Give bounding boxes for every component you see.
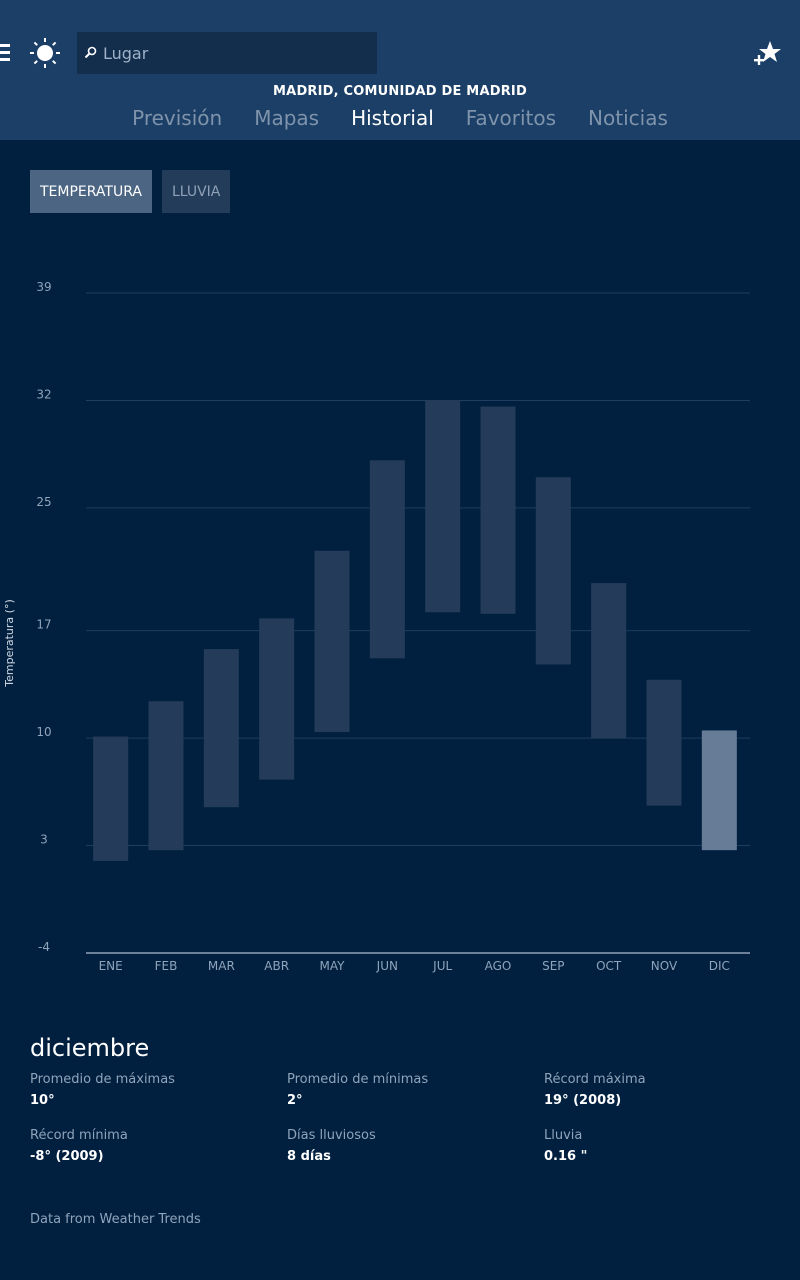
temperature-bar-ago[interactable]	[480, 406, 516, 614]
menu-icon[interactable]	[0, 44, 12, 62]
y-tick-label: 32	[36, 387, 51, 401]
search-input[interactable]	[103, 43, 363, 63]
temperature-chart: 39 32 25 17 10 3 -4 Temperatura (°) ENE FEB MAR ABR…	[3, 280, 750, 973]
stat-label: Días lluviosos	[287, 1128, 376, 1143]
month-details: diciembre Promedio de máximas 10° Promed…	[30, 1034, 790, 1164]
nav-tabs: Previsión Mapas Historial Favoritos Noti…	[0, 106, 800, 130]
stat-label: Promedio de mínimas	[287, 1072, 429, 1087]
temperature-bar-mar[interactable]	[203, 649, 239, 808]
x-tick-label: ENE	[99, 959, 123, 973]
stat-value: -8° (2009)	[30, 1149, 104, 1164]
x-tick-label: DIC	[709, 959, 730, 973]
stat-label: Promedio de máximas	[30, 1072, 175, 1087]
x-tick-label: NOV	[651, 959, 678, 973]
tab-historial[interactable]: Historial	[351, 106, 434, 130]
app-header: MADRID, COMUNIDAD DE MADRID Previsión Ma…	[0, 0, 800, 140]
temperature-bar-sep[interactable]	[535, 477, 571, 665]
x-tick-label: JUN	[376, 959, 398, 973]
tab-noticias[interactable]: Noticias	[588, 106, 668, 130]
temperature-bar-nov[interactable]	[646, 679, 682, 806]
stat-label: Récord máxima	[544, 1072, 646, 1087]
y-tick-label: 25	[36, 495, 51, 509]
stat-record-low: Récord mínima -8° (2009)	[30, 1128, 287, 1164]
temperature-bar-ene[interactable]	[93, 736, 129, 861]
stat-value: 19° (2008)	[544, 1093, 622, 1108]
temperature-bar-jun[interactable]	[369, 460, 405, 659]
y-tick-label: -4	[38, 940, 50, 954]
y-tick-label: 17	[36, 618, 51, 632]
y-tick-label: 39	[36, 280, 51, 294]
stat-value: 2°	[287, 1093, 303, 1108]
rain-button[interactable]: LLUVIA	[161, 170, 231, 213]
x-tick-label: JUL	[432, 959, 452, 973]
stat-value: 0.16 "	[544, 1149, 588, 1164]
y-axis-label: Temperatura (°)	[3, 599, 16, 687]
x-tick-label: FEB	[155, 959, 178, 973]
tab-prevision[interactable]: Previsión	[132, 106, 223, 130]
stat-value: 8 días	[287, 1149, 331, 1164]
x-tick-label: OCT	[596, 959, 622, 973]
temperature-bar-jul[interactable]	[425, 400, 461, 613]
search-icon	[84, 46, 97, 59]
temperature-bar-dic[interactable]	[701, 730, 737, 851]
x-tick-label: AGO	[485, 959, 512, 973]
selected-month: diciembre	[30, 1034, 150, 1062]
temperature-bar-abr[interactable]	[259, 618, 295, 780]
stat-record-high: Récord máxima 19° (2008)	[544, 1072, 790, 1108]
temperature-bar-feb[interactable]	[148, 701, 184, 851]
location-title: MADRID, COMUNIDAD DE MADRID	[273, 84, 527, 99]
stats-grid: Promedio de máximas 10° Promedio de míni…	[30, 1072, 790, 1164]
stat-label: Lluvia	[544, 1128, 583, 1143]
y-tick-label: 3	[40, 833, 48, 847]
temperature-bar-may[interactable]	[314, 550, 350, 732]
x-tick-label: MAY	[320, 959, 346, 973]
x-tick-label: ABR	[264, 959, 289, 973]
stat-rainy-days: Días lluviosos 8 días	[287, 1128, 544, 1164]
metric-toggle: TEMPERATURA LLUVIA	[30, 170, 231, 213]
stat-avg-high: Promedio de máximas 10°	[30, 1072, 287, 1108]
x-tick-label: MAR	[208, 959, 235, 973]
stat-avg-low: Promedio de mínimas 2°	[287, 1072, 544, 1108]
data-source: Data from Weather Trends	[30, 1212, 201, 1227]
sun-icon[interactable]	[29, 37, 61, 69]
temperature-bar-oct[interactable]	[591, 583, 627, 739]
temperature-button[interactable]: TEMPERATURA	[30, 170, 152, 213]
stat-label: Récord mínima	[30, 1128, 128, 1143]
tab-favoritos[interactable]: Favoritos	[465, 106, 557, 130]
x-tick-label: SEP	[542, 959, 564, 973]
search-box[interactable]	[77, 32, 377, 74]
y-tick-label: 10	[36, 725, 51, 739]
stat-value: 10°	[30, 1093, 55, 1108]
stat-rainfall: Lluvia 0.16 "	[544, 1128, 790, 1164]
tab-mapas[interactable]: Mapas	[254, 106, 320, 130]
add-favorite-icon[interactable]	[752, 39, 782, 69]
